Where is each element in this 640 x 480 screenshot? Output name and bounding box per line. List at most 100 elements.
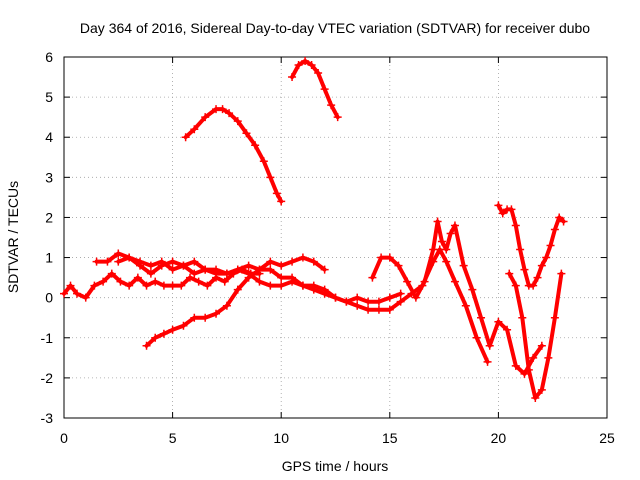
data-point-marker — [151, 277, 160, 286]
data-point-marker — [485, 341, 494, 350]
data-point-marker — [450, 221, 459, 230]
data-point-marker — [201, 313, 210, 322]
series-line — [62, 267, 262, 300]
data-point-marker — [442, 245, 451, 254]
chart-title: Day 364 of 2016, Sidereal Day-to-day VTE… — [80, 20, 590, 36]
data-point-marker — [168, 325, 177, 334]
series-track-5 — [181, 105, 286, 206]
data-point-marker — [531, 393, 540, 402]
data-point-marker — [327, 101, 336, 110]
data-point-marker — [201, 265, 210, 274]
data-point-marker — [168, 265, 177, 274]
data-point-marker — [142, 281, 151, 290]
data-point-marker — [244, 261, 253, 270]
data-point-marker — [542, 253, 551, 262]
data-point-marker — [146, 261, 155, 270]
data-point-marker — [314, 69, 323, 78]
data-point-marker — [385, 305, 394, 314]
data-point-marker — [81, 293, 90, 302]
data-point-marker — [557, 269, 566, 278]
data-point-marker — [272, 189, 281, 198]
data-point-marker — [511, 361, 520, 370]
data-point-marker — [550, 225, 559, 234]
data-point-marker — [266, 257, 275, 266]
data-point-marker — [133, 273, 142, 282]
x-tick-label: 10 — [273, 430, 289, 446]
series-track-6 — [288, 57, 342, 122]
data-point-marker — [136, 261, 145, 270]
data-point-marker — [177, 281, 186, 290]
data-point-marker — [60, 289, 68, 298]
data-point-marker — [320, 289, 329, 298]
data-point-marker — [396, 289, 405, 298]
data-point-marker — [353, 293, 362, 302]
series-track-4 — [142, 245, 492, 366]
data-point-marker — [353, 301, 362, 310]
data-point-marker — [159, 281, 168, 290]
data-point-marker — [396, 297, 405, 306]
data-point-marker — [73, 289, 82, 298]
data-point-marker — [298, 281, 307, 290]
x-tick-label: 0 — [60, 430, 68, 446]
data-point-marker — [461, 301, 470, 310]
data-point-marker — [529, 353, 538, 362]
data-point-marker — [99, 277, 108, 286]
data-point-marker — [218, 105, 227, 114]
data-point-marker — [255, 265, 264, 274]
data-point-marker — [179, 261, 188, 270]
data-point-marker — [288, 73, 297, 82]
data-point-marker — [190, 313, 199, 322]
data-point-marker — [103, 257, 112, 266]
data-point-marker — [533, 273, 542, 282]
series-track-7 — [368, 217, 546, 378]
data-point-marker — [151, 333, 160, 342]
data-point-marker — [511, 221, 520, 230]
x-axis-label: GPS time / hours — [282, 458, 389, 474]
data-point-marker — [309, 285, 318, 294]
data-point-marker — [437, 237, 446, 246]
data-point-marker — [516, 245, 525, 254]
data-point-marker — [320, 265, 329, 274]
data-point-marker — [251, 141, 260, 150]
data-point-marker — [66, 281, 75, 290]
data-point-marker — [309, 257, 318, 266]
y-tick-label: -1 — [41, 330, 54, 346]
data-point-marker — [190, 257, 199, 266]
data-point-marker — [266, 281, 275, 290]
data-point-marker — [107, 269, 116, 278]
data-point-marker — [190, 269, 199, 278]
x-tick-label: 25 — [599, 430, 615, 446]
data-point-marker — [181, 133, 190, 142]
data-point-marker — [157, 261, 166, 270]
y-tick-label: 4 — [45, 129, 53, 145]
data-point-marker — [194, 277, 203, 286]
data-point-marker — [259, 157, 268, 166]
data-point-marker — [179, 321, 188, 330]
data-point-marker — [201, 113, 210, 122]
series-track-1 — [60, 265, 264, 302]
data-point-marker — [301, 57, 310, 66]
data-point-marker — [374, 297, 383, 306]
data-point-marker — [225, 109, 234, 118]
data-point-marker — [146, 269, 155, 278]
data-point-marker — [364, 305, 373, 314]
data-point-marker — [212, 309, 221, 318]
plot-frame — [63, 56, 608, 419]
y-axis-label: SDTVAR / TECUs — [5, 181, 21, 293]
data-point-marker — [518, 313, 527, 322]
data-point-marker — [125, 253, 134, 262]
data-point-marker — [333, 113, 342, 122]
series-track-9 — [505, 269, 566, 402]
data-point-marker — [277, 197, 286, 206]
x-tick-label: 15 — [382, 430, 398, 446]
data-point-marker — [442, 257, 451, 266]
data-point-marker — [537, 261, 546, 270]
data-point-marker — [537, 385, 546, 394]
x-tick-label: 20 — [491, 430, 507, 446]
data-point-marker — [220, 277, 229, 286]
data-point-marker — [446, 229, 455, 238]
data-point-marker — [374, 305, 383, 314]
data-point-marker — [520, 369, 529, 378]
